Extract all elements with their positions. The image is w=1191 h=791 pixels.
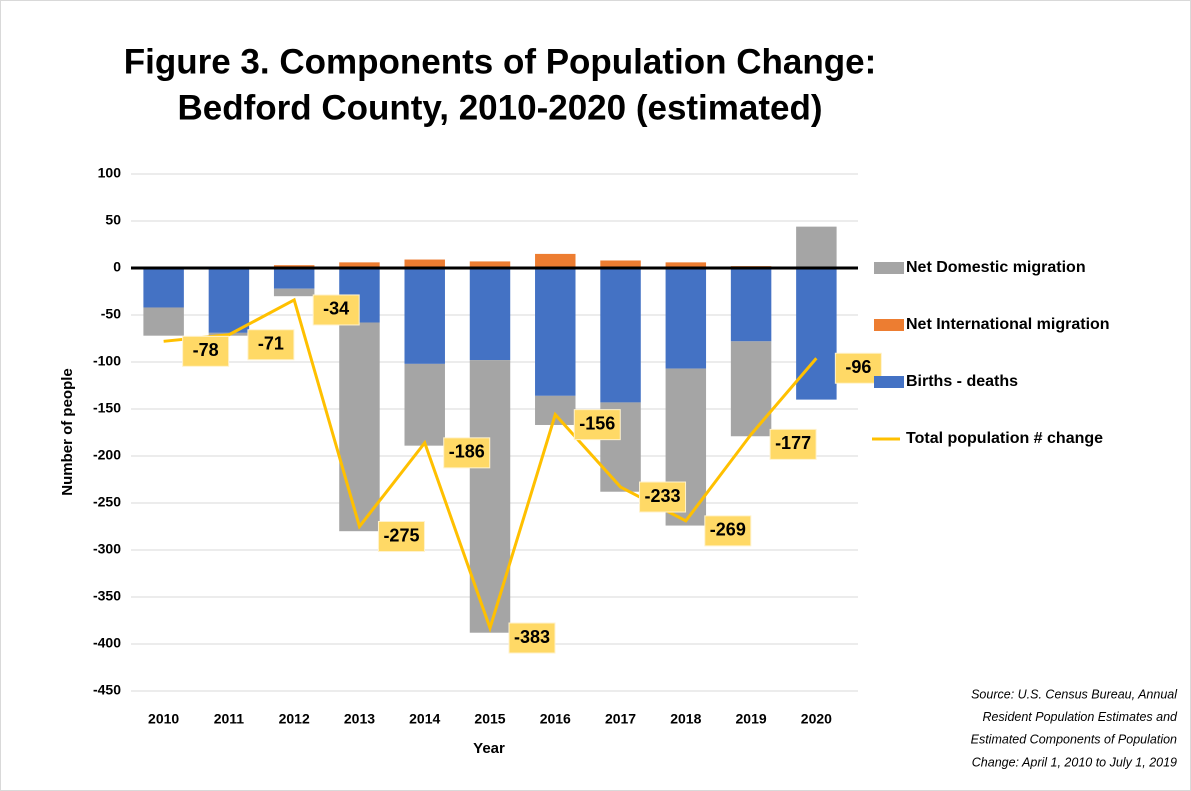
y-tick-label: -300 [93, 541, 121, 557]
bar [535, 395, 576, 425]
data-label-box [312, 294, 360, 326]
x-tick-label: 2016 [540, 711, 571, 727]
y-tick-label: 50 [105, 212, 121, 228]
x-tick-label: 2019 [736, 711, 767, 727]
y-tick-label: -350 [93, 588, 121, 604]
bar [339, 262, 380, 268]
bar [535, 268, 576, 396]
legend-swatch [874, 376, 904, 388]
y-tick-label: -100 [93, 353, 121, 369]
x-tick-label: 2012 [279, 711, 310, 727]
data-label: -383 [514, 627, 550, 647]
bar [535, 253, 576, 268]
data-label: -177 [775, 433, 811, 453]
data-label-box [247, 329, 295, 361]
data-label: -78 [193, 340, 219, 360]
x-tick-label: 2014 [409, 711, 440, 727]
bar [665, 268, 707, 369]
bar [730, 341, 772, 437]
x-tick-label: 2011 [214, 711, 245, 727]
bar [600, 260, 641, 268]
y-tick-label: -400 [93, 635, 121, 651]
bar [600, 268, 641, 403]
y-tick-label: -50 [101, 306, 121, 322]
x-tick-label: 2020 [801, 711, 832, 727]
legend-label: Net Domestic migration [906, 259, 1086, 276]
data-label-box [834, 352, 882, 384]
legend-label: Births - deaths [906, 373, 1018, 390]
data-label: -186 [449, 442, 485, 462]
source-note: Estimated Components of Population [971, 733, 1177, 747]
y-tick-label: -200 [93, 447, 121, 463]
bar [273, 268, 315, 289]
legend-swatch [874, 262, 904, 274]
line [163, 297, 818, 633]
y-tick-label: -150 [93, 400, 121, 416]
bar [404, 268, 445, 364]
chart-title: Figure 3. Components of Population Chang… [124, 42, 876, 81]
y-tick-label: -250 [93, 494, 121, 510]
data-label-box [769, 428, 817, 460]
source-note: Change: April 1, 2010 to July 1, 2019 [972, 755, 1177, 769]
source-note: Source: U.S. Census Bureau, Annual [971, 687, 1178, 701]
bar [143, 307, 184, 336]
data-label-box [508, 622, 556, 654]
bar [796, 268, 837, 400]
data-label: -269 [710, 520, 746, 540]
bar [404, 363, 445, 446]
data-label: -233 [645, 486, 681, 506]
data-label-box [377, 521, 425, 552]
data-label: -34 [323, 299, 349, 319]
x-tick-label: 2017 [605, 711, 636, 727]
legend-swatch [874, 319, 904, 331]
data-label: -96 [845, 357, 871, 377]
data-label: -156 [579, 413, 615, 433]
y-tick-label: 100 [98, 165, 122, 181]
data-label-box [182, 335, 230, 367]
data-label-box [704, 515, 752, 547]
bar [796, 226, 837, 268]
bar [143, 268, 184, 308]
bar [404, 259, 445, 268]
data-label: -71 [258, 333, 284, 353]
y-tick-label: -450 [93, 682, 121, 698]
chart-title: Bedford County, 2010-2020 (estimated) [177, 88, 822, 127]
legend-label: Total population # change [906, 430, 1103, 447]
data-label-box [443, 437, 491, 469]
bar [469, 268, 511, 361]
data-label-box [639, 481, 687, 513]
y-tick-label: 0 [113, 259, 121, 275]
source-note: Resident Population Estimates and [982, 710, 1178, 724]
x-tick-label: 2010 [148, 711, 179, 727]
data-label: -275 [383, 525, 419, 545]
x-tick-label: 2018 [670, 711, 701, 727]
data-label-box [573, 409, 621, 441]
x-tick-label: 2013 [344, 711, 375, 727]
x-tick-label: 2015 [474, 711, 505, 727]
bar [665, 262, 707, 268]
bar [208, 268, 250, 333]
bar [273, 288, 315, 297]
bar [339, 322, 380, 532]
legend-label: Net International migration [906, 316, 1110, 333]
bar [730, 268, 772, 342]
y-axis-label: Number of people [59, 368, 76, 496]
bar [469, 261, 511, 268]
x-axis-label: Year [473, 740, 505, 757]
